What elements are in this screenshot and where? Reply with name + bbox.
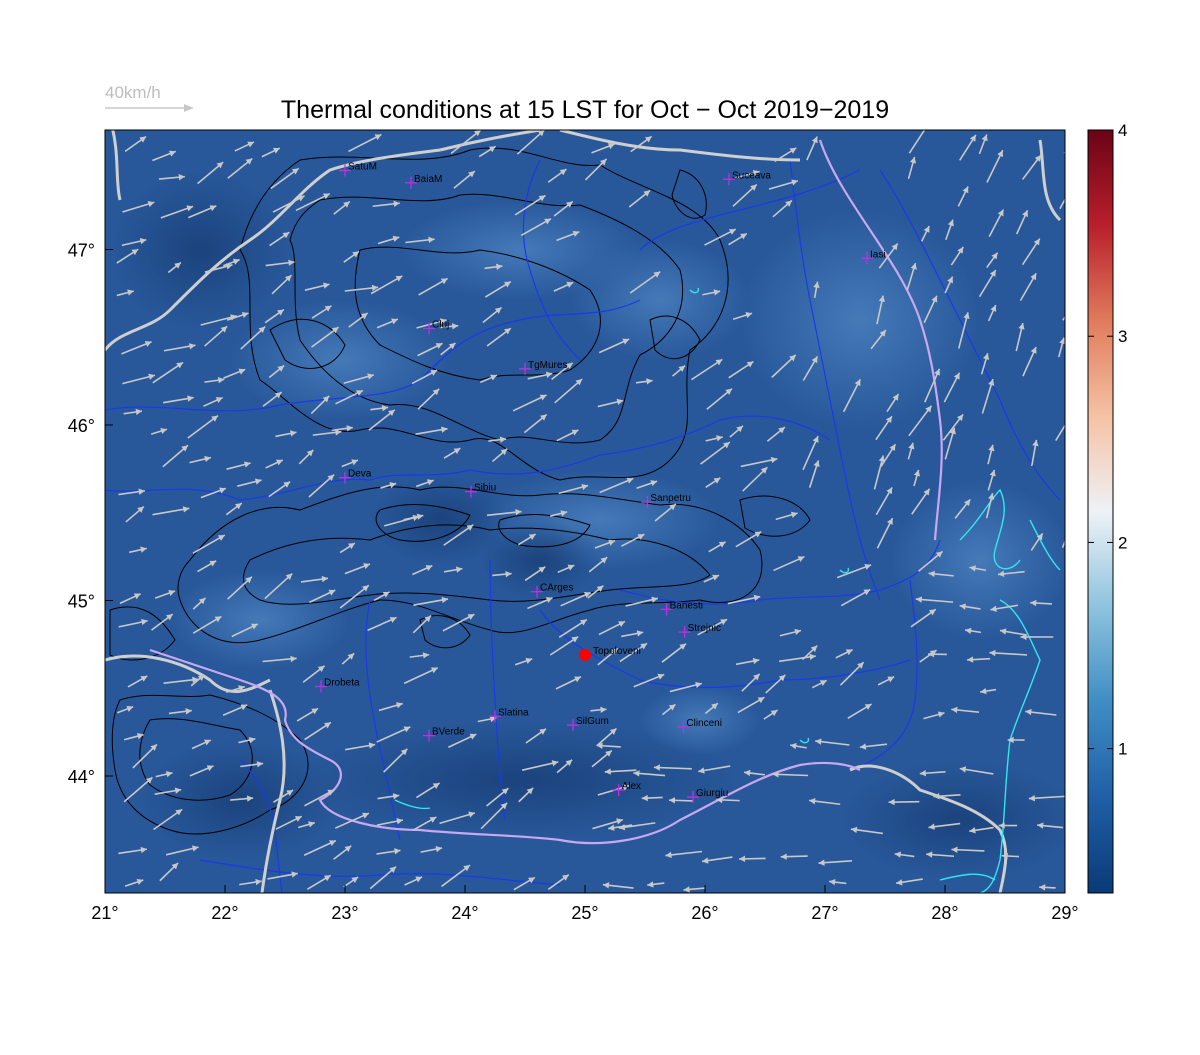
colorbar-tick-label: 2: [1118, 533, 1127, 552]
wind-arrow: [1067, 152, 1083, 186]
x-tick-label: 26°: [691, 903, 718, 923]
x-tick-label: 22°: [211, 903, 238, 923]
chart-title: Thermal conditions at 15 LST for Oct − O…: [281, 96, 889, 124]
city-label: Giurgiu: [696, 788, 728, 799]
y-tick-label: 46°: [68, 416, 95, 436]
x-tick-label: 23°: [331, 903, 358, 923]
city-label: Deva: [348, 469, 372, 480]
x-tick-label: 29°: [1051, 903, 1078, 923]
colorbar: 1 2 3 4: [1088, 121, 1127, 893]
city-label: BaiaM: [414, 174, 442, 185]
city-label: SatuM: [348, 162, 377, 173]
highlight-marker: [579, 649, 591, 661]
city-label: SilGum: [576, 716, 609, 727]
x-tick-label: 25°: [571, 903, 598, 923]
colorbar-tick-label: 4: [1118, 121, 1127, 140]
wind-arrow: [1064, 141, 1074, 154]
city-label: Alex: [622, 781, 641, 792]
city-label: Iasi: [870, 249, 886, 260]
city-label: Clinceni: [686, 718, 722, 729]
wind-legend-arrow: [105, 104, 194, 112]
city-label: Cluj: [432, 319, 449, 330]
city-label: Suceava: [732, 170, 771, 181]
colorbar-fill: [1088, 130, 1113, 893]
city-label: Banesti: [670, 600, 703, 611]
colorbar-tick-label: 3: [1118, 327, 1127, 346]
city-label: BVerde: [432, 727, 465, 738]
city-label: TgMures: [528, 360, 567, 371]
y-tick-label: 47°: [68, 241, 95, 261]
city-label: Sibiu: [474, 483, 496, 494]
city-label: CArges: [540, 583, 573, 594]
highlight-label: Topoloveni: [593, 646, 641, 657]
city-label: Drobeta: [324, 677, 360, 688]
colorbar-tick-label: 1: [1118, 740, 1127, 759]
x-tick-label: 24°: [451, 903, 478, 923]
city-label: Sanpetru: [650, 493, 691, 504]
city-label: Slatina: [498, 707, 529, 718]
x-tick-label: 27°: [811, 903, 838, 923]
x-tick-label: 28°: [931, 903, 958, 923]
y-tick-label: 44°: [68, 767, 95, 787]
y-tick-label: 45°: [68, 592, 95, 612]
wind-legend-label: 40km/h: [105, 83, 161, 102]
city-label: Strejnic: [688, 623, 721, 634]
x-tick-label: 21°: [91, 903, 118, 923]
map-panel: SatuM BaiaM Suceava Iasi Cluj TgMures Deva Sibi…: [105, 120, 1083, 893]
